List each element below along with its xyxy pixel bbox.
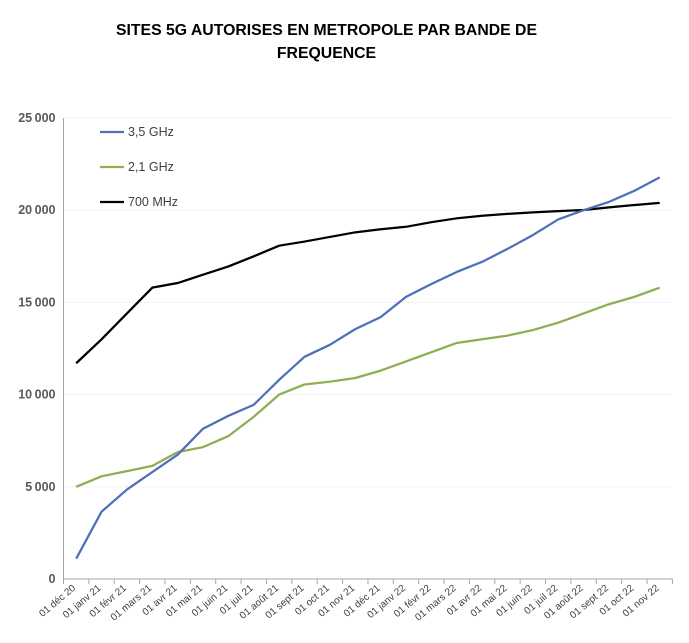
svg-text:10 000: 10 000 xyxy=(18,388,55,402)
svg-text:20 000: 20 000 xyxy=(18,203,55,217)
svg-text:700 MHz: 700 MHz xyxy=(128,195,178,209)
svg-text:15 000: 15 000 xyxy=(18,295,55,309)
svg-text:25 000: 25 000 xyxy=(18,111,55,125)
svg-text:0: 0 xyxy=(49,572,56,586)
svg-text:2,1 GHz: 2,1 GHz xyxy=(128,160,174,174)
svg-text:3,5 GHz: 3,5 GHz xyxy=(128,125,174,139)
svg-text:5 000: 5 000 xyxy=(25,480,55,494)
